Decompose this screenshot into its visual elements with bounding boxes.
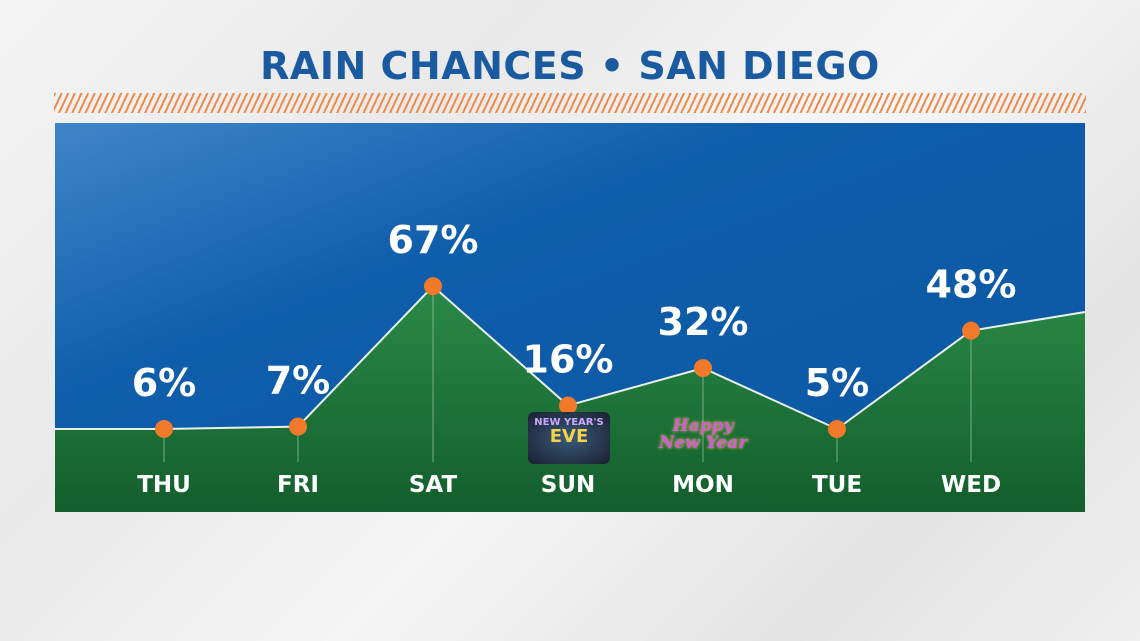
data-point [694,359,712,378]
day-label: MON [672,472,734,498]
nye-eve-text: EVE [549,426,589,447]
data-point [962,321,980,340]
day-label: THU [137,472,191,498]
data-point [559,396,577,415]
day-label: SUN [541,472,596,498]
day-label: FRI [277,472,319,498]
value-label: 48% [926,263,1017,307]
chart-title: RAIN CHANCES • SAN DIEGO [260,44,880,88]
value-label: 32% [658,300,749,344]
value-label: 6% [132,361,197,405]
value-label: 16% [523,338,614,382]
value-label: 67% [388,218,479,262]
happy-new-year-badge: Happy New Year [658,416,748,453]
data-point [424,277,442,296]
data-point [155,419,173,438]
rain-area [55,286,1085,512]
data-point [289,417,307,436]
decorative-stripe [54,93,1086,113]
data-point [828,420,846,438]
day-label: SAT [409,472,458,498]
day-label: WED [941,472,1001,498]
value-label: 5% [805,361,870,405]
day-label: TUE [812,472,862,498]
value-label: 7% [266,359,331,403]
new-years-eve-badge: NEW YEAR'S EVE [528,412,610,464]
nye-text: NEW YEAR'S [534,417,604,428]
